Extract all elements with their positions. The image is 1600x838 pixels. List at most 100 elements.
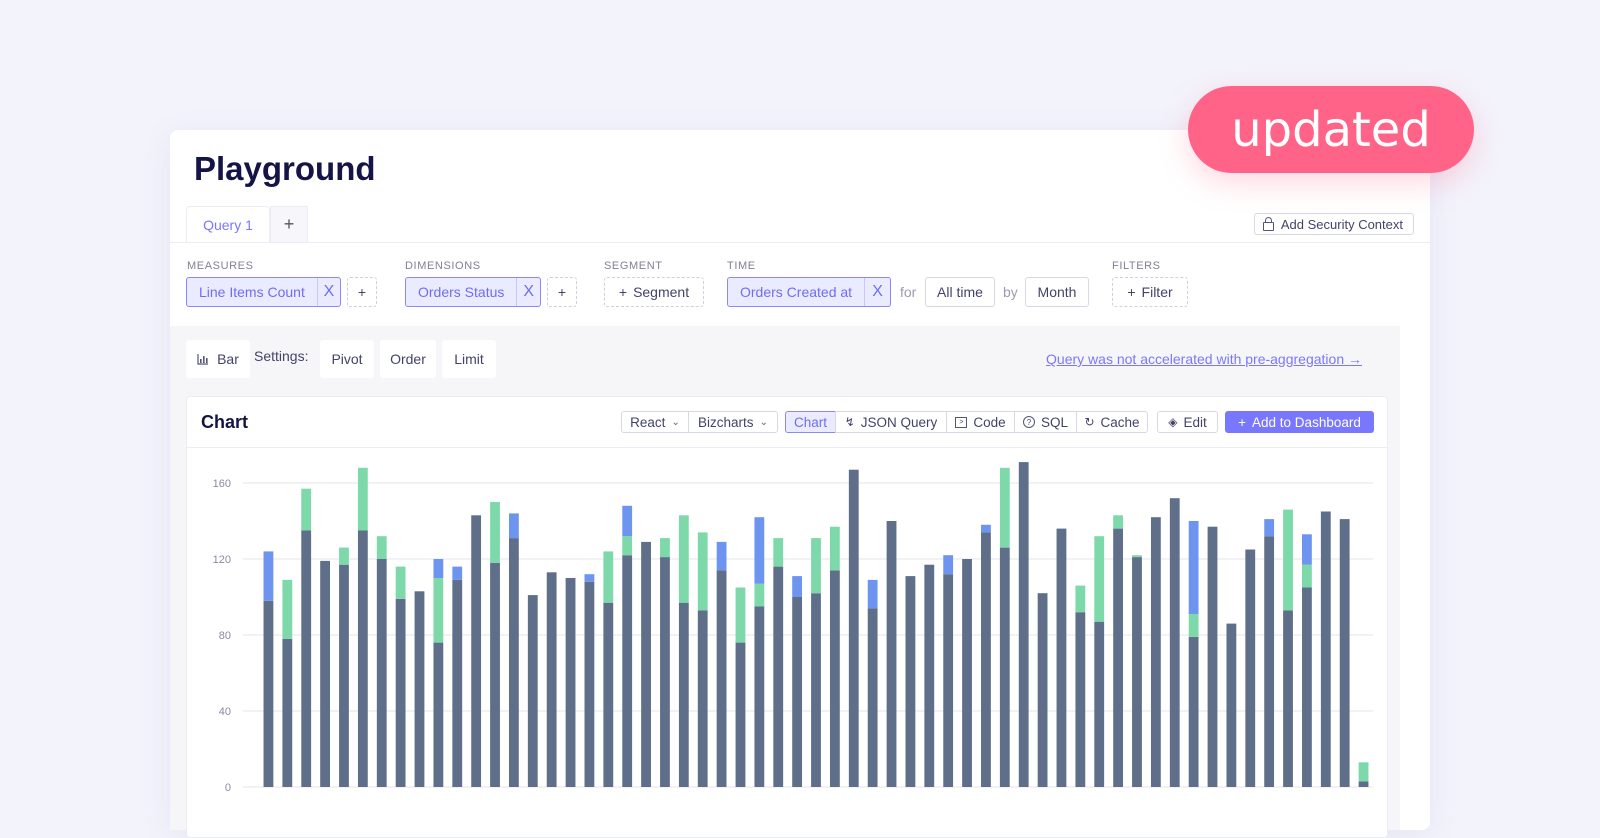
bar-segment[interactable] [452,579,463,787]
bar-segment[interactable] [376,536,387,559]
bar-segment[interactable] [792,597,803,787]
preaggregation-link[interactable]: Query was not accelerated with pre-aggre… [1046,351,1362,367]
bar-segment[interactable] [829,526,840,571]
bar-segment[interactable] [1188,614,1199,637]
tab-sql[interactable]: ? SQL [1014,411,1077,433]
bar-segment[interactable] [886,521,897,787]
add-measure-button[interactable]: + [347,277,377,307]
bar-segment[interactable] [282,638,293,787]
bar-segment[interactable] [943,574,954,787]
tab-code[interactable]: > Code [946,411,1015,433]
add-query-tab-button[interactable]: + [270,206,308,242]
bar-segment[interactable] [1320,511,1331,788]
bar-segment[interactable] [678,515,689,603]
bar-segment[interactable] [603,602,614,787]
limit-button[interactable]: Limit [442,340,496,378]
bar-segment[interactable] [565,578,576,787]
pivot-button[interactable]: Pivot [320,340,374,378]
bar-segment[interactable] [320,560,330,787]
bar-segment[interactable] [584,574,595,582]
measure-pill-label[interactable]: Line Items Count [199,284,305,300]
add-to-dashboard-button[interactable]: + Add to Dashboard [1225,411,1374,433]
bar-segment[interactable] [754,517,765,584]
bar-segment[interactable] [660,557,670,787]
bar-segment[interactable] [357,530,368,788]
add-security-context-button[interactable]: Add Security Context [1253,213,1414,235]
bar-segment[interactable] [527,595,538,787]
granularity-select[interactable]: Month [1025,277,1089,307]
bar-segment[interactable] [943,555,954,575]
remove-measure-icon[interactable]: X [316,278,340,306]
bar-segment[interactable] [1339,519,1350,787]
bar-segment[interactable] [792,576,803,597]
bar-segment[interactable] [508,513,519,539]
bar-segment[interactable] [263,551,274,601]
bar-segment[interactable] [395,598,406,787]
bar-segment[interactable] [508,538,519,787]
bar-segment[interactable] [301,530,312,788]
bar-segment[interactable] [1226,623,1237,787]
bar-segment[interactable] [414,591,425,787]
bar-segment[interactable] [1169,498,1180,787]
date-range-select[interactable]: All time [925,277,995,307]
bar-segment[interactable] [1094,536,1105,622]
bar-segment[interactable] [1113,528,1124,787]
bar-segment[interactable] [282,579,293,639]
bar-segment[interactable] [867,608,878,787]
bar-segment[interactable] [660,538,670,558]
bar-segment[interactable] [339,564,349,787]
remove-time-icon[interactable]: X [864,278,890,306]
dimension-pill-label[interactable]: Orders Status [418,284,505,300]
bar-segment[interactable] [603,551,614,603]
bar-segment[interactable] [376,559,387,787]
bar-segment[interactable] [490,562,500,787]
bar-segment[interactable] [811,538,821,594]
bar-segment[interactable] [697,610,708,787]
bar-segment[interactable] [339,547,349,565]
edit-button[interactable]: ◈ Edit [1157,411,1218,433]
add-filter-button[interactable]: + Filter [1112,277,1188,307]
bar-segment[interactable] [546,572,557,787]
bar-segment[interactable] [1283,509,1293,611]
bar-segment[interactable] [1207,526,1218,787]
bar-segment[interactable] [641,541,651,787]
tab-chart[interactable]: Chart [785,411,836,433]
time-pill-label[interactable]: Orders Created at [740,284,853,300]
bar-segment[interactable] [301,488,312,531]
bar-segment[interactable] [999,547,1010,787]
bar-segment[interactable] [263,600,274,787]
bar-segment[interactable] [1037,593,1048,787]
bar-segment[interactable] [1018,462,1029,787]
bar-segment[interactable] [1302,534,1312,565]
bar-segment[interactable] [1113,515,1124,529]
bar-segment[interactable] [754,606,765,788]
bar-segment[interactable] [1188,636,1199,787]
bar-segment[interactable] [716,541,727,571]
bar-segment[interactable] [622,505,633,537]
bar-segment[interactable] [1302,587,1312,788]
bar-segment[interactable] [1358,781,1369,787]
bar-segment[interactable] [1056,528,1067,787]
bar-segment[interactable] [962,559,972,787]
bar-segment[interactable] [697,532,708,611]
bar-segment[interactable] [1245,549,1256,788]
bar-segment[interactable] [716,570,727,787]
bar-segment[interactable] [735,587,746,643]
bar-segment[interactable] [1075,612,1086,787]
bar-segment[interactable] [905,576,916,787]
bar-segment[interactable] [584,581,595,787]
bar-segment[interactable] [490,502,500,563]
bar-segment[interactable] [924,564,935,787]
bar-segment[interactable] [773,566,784,787]
add-dimension-button[interactable]: + [547,277,577,307]
bar-segment[interactable] [754,583,765,607]
bar-segment[interactable] [773,538,784,567]
tab-json-query[interactable]: ↯ JSON Query [835,411,947,433]
tab-query-1[interactable]: Query 1 [186,206,270,242]
bar-segment[interactable] [981,524,991,533]
bar-segment[interactable] [357,467,368,531]
bar-segment[interactable] [1150,517,1161,787]
bar-segment[interactable] [999,467,1010,548]
bar-segment[interactable] [848,469,859,787]
bar-segment[interactable] [471,515,482,787]
